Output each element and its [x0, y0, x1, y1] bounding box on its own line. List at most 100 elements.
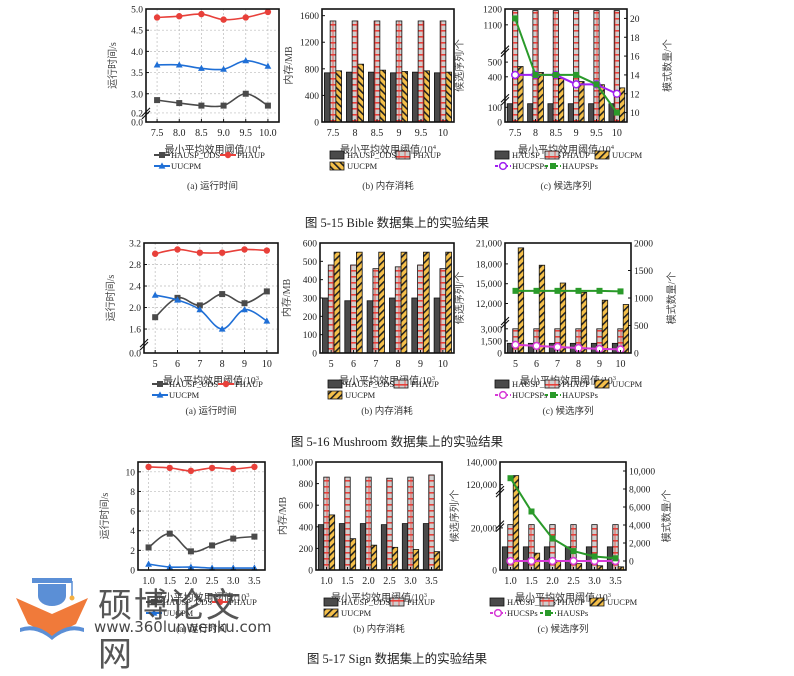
point-hausps [549, 535, 556, 542]
subplot-caption: (c) 候选序列 [541, 180, 592, 192]
x-axis-label: 最小平均效用阈值/103 [520, 374, 616, 387]
bar-phaup [350, 264, 357, 354]
y-tick-label: 120,000 [466, 481, 497, 491]
y-tick-label: 500 [303, 258, 318, 268]
figure-caption-bible: 图 5-15 Bible 数据集上的实验结果 [304, 216, 490, 230]
legend-label-hucpsps: HUCPSPs [512, 390, 547, 400]
series-line-haupsps [515, 289, 621, 293]
bar-phaup [417, 264, 424, 354]
legend-marker-hucpsps [498, 390, 508, 400]
point-phaup [218, 249, 226, 256]
x-tick-label: 2.5 [383, 576, 396, 587]
bar-hausp_uds [433, 297, 441, 354]
x-tick-label: 8.0 [173, 128, 186, 139]
x-tick-label: 9 [242, 359, 247, 370]
subplot-caption: (a) 运行时间 [187, 180, 238, 192]
x-axis-label-exponent: 3 [613, 375, 616, 382]
legend-swatch-hausp_uds [494, 379, 510, 389]
chart-sign-c: 0 2,000 4,000 6,000 8,000 10,000 模式数量/个 0 20,000… [448, 459, 673, 636]
point-haupsps [532, 71, 539, 78]
y-right-tick-label: 14 [630, 71, 640, 81]
x-tick-label: 3.5 [609, 576, 622, 587]
bar-phaup [373, 20, 381, 123]
y-tick-label: 200 [299, 545, 314, 555]
y-tick-label: 4.5 [131, 27, 143, 37]
y-right-axis-label: 模式数量/个 [660, 490, 673, 543]
figure-caption-mushroom: 图 5-16 Mushroom 数据集上的实验结果 [290, 435, 504, 449]
series-line-uucpm [148, 563, 255, 569]
legend-label-uucpm: UUCPM [612, 150, 643, 160]
axis-break-icon [139, 338, 149, 351]
point-hausp_uds [187, 548, 194, 555]
y-axis-label: 运行时间/s [106, 42, 119, 89]
legend: HAUSP_UDS PHAUP UUCPM [154, 150, 265, 171]
bar-uucpm [412, 549, 420, 571]
y-tick-label: 0 [497, 119, 502, 129]
point-hausp_uds [198, 102, 205, 109]
point-haupsps [617, 288, 624, 295]
legend-label-phaup: PHAUP [557, 597, 585, 607]
point-hucpsps [532, 341, 541, 351]
legend: HAUSP_UDS PHAUP UUCPM HUCPSPs HAUPSPs [494, 379, 643, 400]
bar-phaup [323, 476, 330, 571]
x-tick-label: 6 [351, 359, 356, 370]
watermark-url: www.360lunwenku.com [94, 618, 272, 636]
x-tick-label: 8.5 [371, 128, 384, 139]
bar-phaup [327, 264, 335, 354]
y-tick-label: 500 [488, 59, 503, 69]
point-uucpm [263, 317, 271, 324]
point-haupsps [554, 287, 561, 294]
point-hausp_uds [251, 533, 258, 540]
y-axis-label: 候选序列/个 [453, 39, 466, 92]
y-right-tick-label: 16 [630, 53, 640, 63]
y-tick-label: 1200 [300, 39, 319, 49]
bar-uucpm [578, 81, 585, 123]
legend-marker-hucsps [493, 608, 503, 618]
x-tick-label: 9.0 [217, 128, 230, 139]
bar-hausp_uds [585, 546, 593, 571]
legend-marker-uucpm [158, 162, 166, 169]
point-phaup [145, 463, 152, 471]
bar-uucpm [601, 299, 609, 354]
subplot-caption: (c) 候选序列 [538, 623, 589, 635]
plot-frame [499, 461, 627, 571]
legend-marker-hucpsps [498, 161, 508, 171]
bar-phaup [351, 20, 359, 123]
x-tick-label: 2.0 [185, 576, 198, 587]
y-tick-label: 1600 [300, 12, 319, 22]
series-line-hausp_uds [156, 92, 269, 108]
point-hucpsps [612, 89, 621, 98]
x-tick-label: 9 [418, 359, 423, 370]
x-tick-label: 3.5 [248, 576, 261, 587]
x-tick-label: 9 [597, 359, 602, 370]
legend-label-uucpm: UUCPM [171, 161, 202, 171]
axis-break-icon [495, 485, 505, 498]
x-tick-label: 7 [197, 359, 202, 370]
y-right-tick-label: 0 [629, 558, 634, 568]
bar-uucpm [370, 544, 378, 571]
y-tick-label: 0 [312, 350, 317, 360]
subplot-caption: (a) 运行时间 [186, 405, 237, 417]
x-tick-label: 7.5 [151, 128, 164, 139]
y-right-tick-label: 1000 [634, 295, 653, 305]
point-hucsps [506, 556, 515, 566]
legend-marker-phaup [222, 380, 230, 388]
legend: HAUSP_UDS PHAUP UUCPM [152, 379, 263, 400]
point-phaup [198, 10, 205, 18]
point-phaup [174, 246, 181, 253]
point-phaup [187, 467, 195, 475]
series-line-hausp_uds [148, 532, 255, 553]
bar-uucpm [356, 251, 363, 354]
x-tick-label: 7.5 [509, 128, 522, 139]
legend-label-phaup: PHAUP [562, 150, 590, 160]
point-haupsps [512, 287, 519, 294]
y-tick-label: 0.0 [129, 350, 141, 360]
legend-label-hucsps: HUCSPs [507, 608, 538, 618]
y-tick-label: 3.5 [131, 69, 143, 79]
x-tick-label: 9 [397, 128, 402, 139]
figure-caption-sign: 图 5-17 Sign 数据集上的实验结果 [306, 652, 488, 666]
bar-phaup [386, 477, 393, 571]
bar-uucpm [401, 71, 408, 123]
point-haupsps [575, 287, 582, 294]
